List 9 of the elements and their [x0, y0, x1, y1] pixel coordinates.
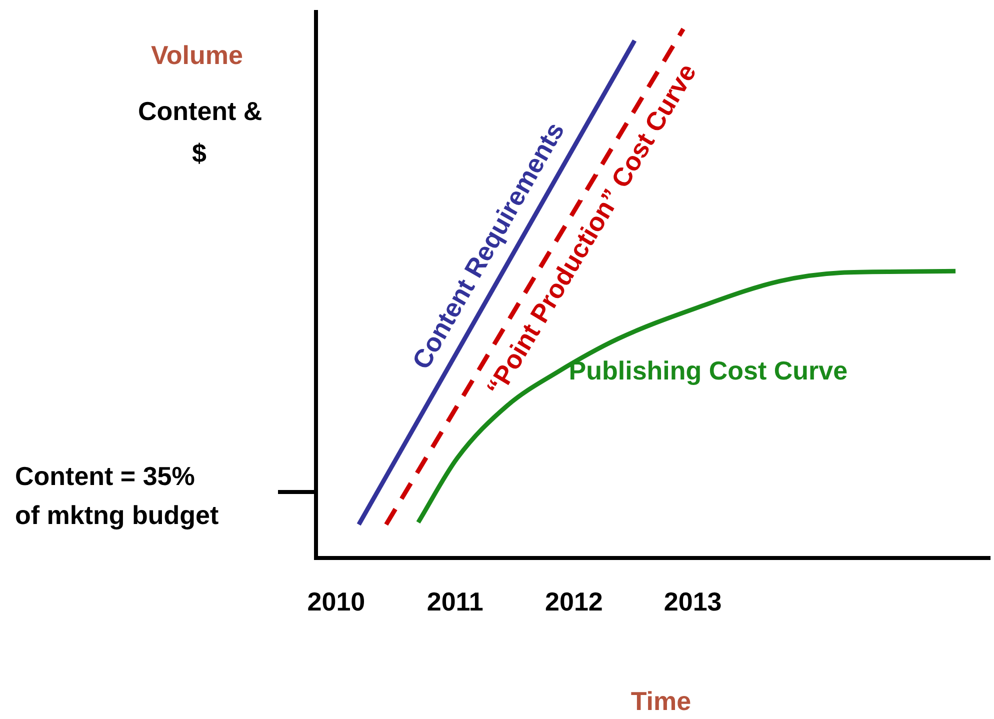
series-label: Publishing Cost Curve	[568, 355, 848, 386]
text: Content & $	[138, 96, 262, 168]
x-tick-label: 2013	[664, 586, 722, 617]
x-tick-label: 2012	[545, 586, 603, 617]
x-tick-label: 2011	[426, 586, 484, 617]
text: Content = 35% of mktng budget	[15, 461, 219, 530]
x-tick-label: 2010	[307, 586, 366, 617]
x-axis-title: Time	[630, 686, 692, 716]
y-axis-title: Volume	[151, 40, 243, 70]
